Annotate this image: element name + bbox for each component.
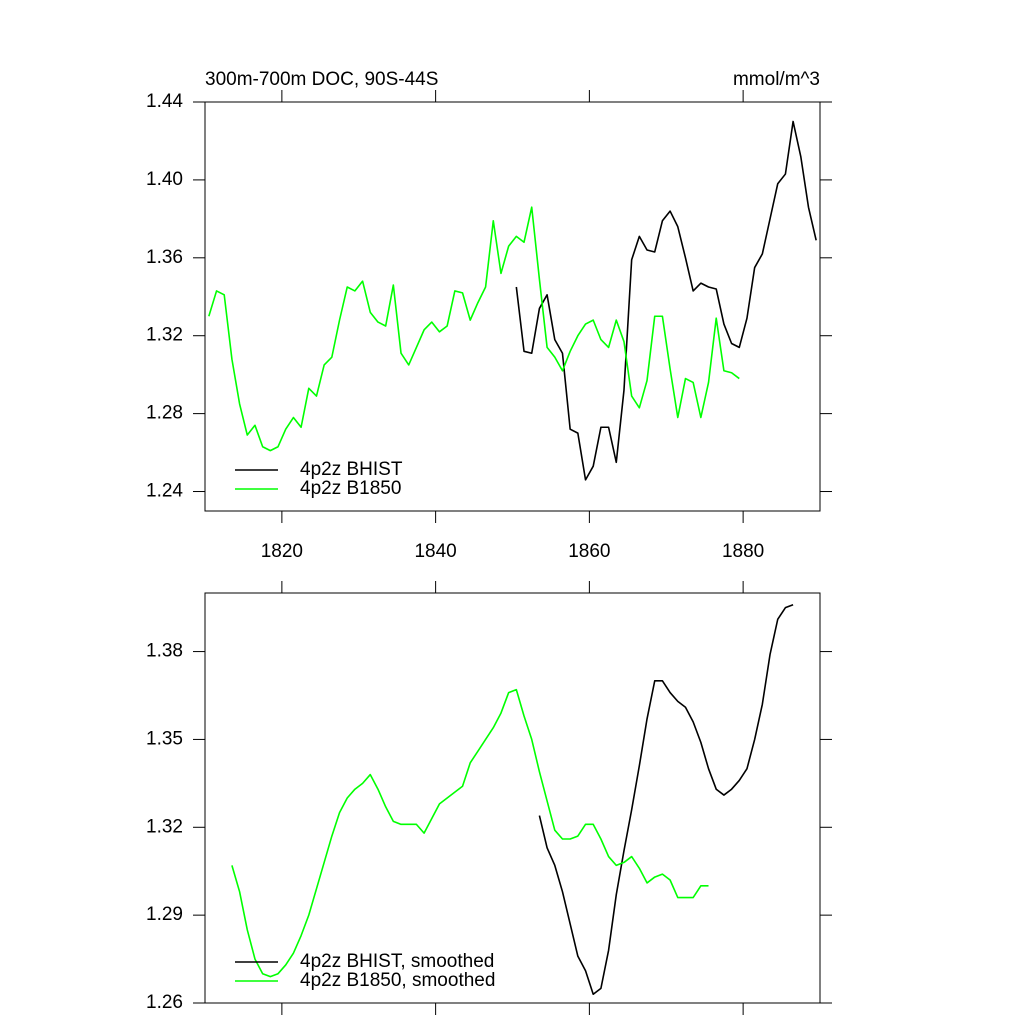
data-line — [208, 206, 740, 452]
x-tick-label: 1820 — [261, 541, 303, 562]
y-tick-label: 1.36 — [146, 247, 183, 268]
plot-frame — [204, 101, 821, 512]
y-tick-label: 1.38 — [146, 641, 183, 662]
y-tick-label: 1.44 — [146, 91, 183, 112]
legend-label: 4p2z BHIST — [300, 459, 403, 480]
chart-title: 300m-700m DOC, 90S-44S — [205, 69, 438, 90]
y-tick-label: 1.32 — [146, 816, 183, 837]
data-line — [231, 688, 709, 978]
data-line — [538, 603, 794, 996]
legend-label: 4p2z B1850, smoothed — [300, 970, 495, 991]
y-tick-label: 1.28 — [146, 403, 183, 424]
units-label: mmol/m^3 — [733, 69, 820, 90]
x-tick-label: 1860 — [568, 541, 610, 562]
y-tick-label: 1.32 — [146, 325, 183, 346]
data-line — [515, 120, 817, 481]
legend-label: 4p2z B1850 — [300, 478, 401, 499]
plot-frame — [204, 592, 821, 1004]
y-tick-label: 1.40 — [146, 169, 183, 190]
y-tick-label: 1.26 — [146, 992, 183, 1013]
x-tick-label: 1840 — [414, 541, 456, 562]
y-tick-label: 1.29 — [146, 904, 183, 925]
legend-label: 4p2z BHIST, smoothed — [300, 951, 494, 972]
x-tick-label: 1880 — [722, 541, 764, 562]
y-tick-label: 1.24 — [146, 481, 183, 502]
y-tick-label: 1.35 — [146, 728, 183, 749]
